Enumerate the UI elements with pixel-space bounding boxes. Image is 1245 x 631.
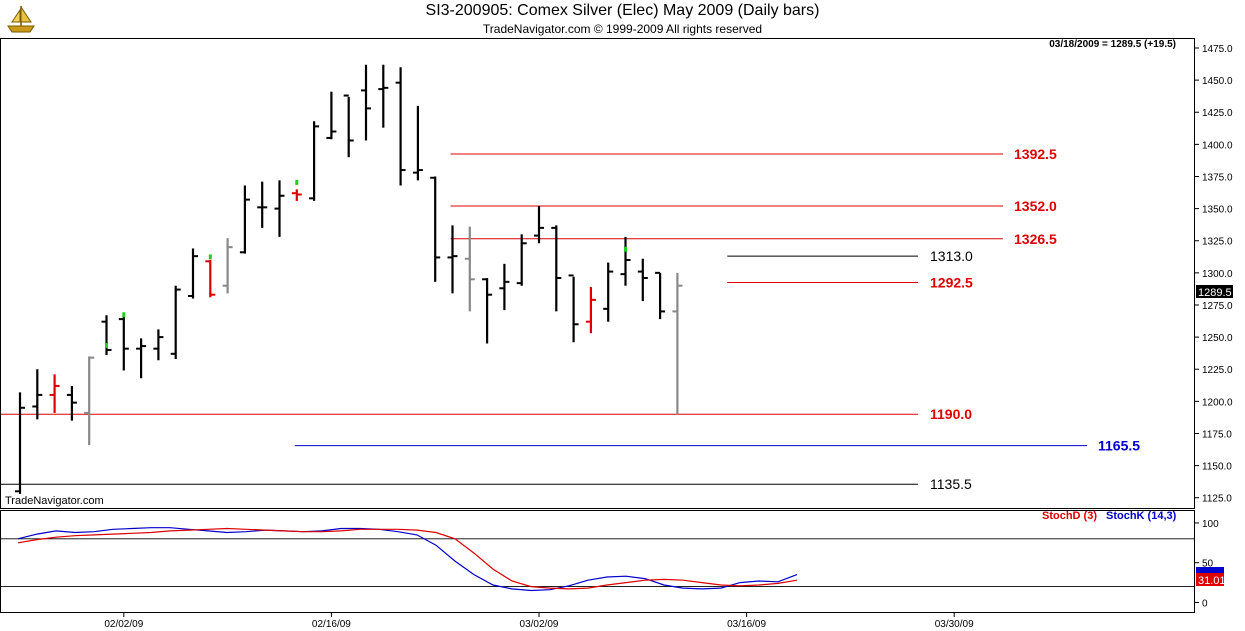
ohlc-bar — [655, 271, 666, 320]
ohlc-bar — [188, 248, 198, 299]
ohlc-bar — [136, 338, 147, 379]
ohlc-bar — [326, 91, 337, 140]
ohlc-bar — [32, 369, 43, 420]
y-tick-label: 1275.0 — [1202, 301, 1233, 312]
ohlc-bar — [239, 185, 250, 254]
y-tick-label: 1450.0 — [1202, 76, 1233, 87]
level-label: 1190.0 — [930, 406, 972, 422]
last-price-label: 1289.5 — [1196, 285, 1233, 299]
y-tick-label: 1225.0 — [1202, 365, 1233, 376]
ohlc-bar — [361, 64, 371, 141]
y-tick-label: 1250.0 — [1202, 333, 1233, 344]
ohlc-bar — [222, 238, 233, 294]
ohlc-bar — [274, 180, 285, 237]
ohlc-bar — [464, 226, 475, 312]
ohlc-bar — [534, 206, 544, 244]
x-tick-label: 03/02/09 — [520, 619, 559, 630]
ohlc-bar — [603, 262, 614, 322]
ohlc-bar — [205, 254, 216, 298]
y-tick-label: 1425.0 — [1202, 108, 1233, 119]
ohlc-bar — [412, 105, 423, 181]
info-readout: 03/18/2009 = 1289.5 (+19.5) — [1049, 39, 1176, 50]
level-label: 1392.5 — [1014, 146, 1057, 162]
level-label: 1313.0 — [930, 248, 973, 264]
y-tick-label: 1300.0 — [1202, 269, 1233, 280]
price-panel — [0, 38, 1195, 509]
stoch-k-legend: StochK (14,3) — [1106, 510, 1177, 522]
y-tick-label: 1475.0 — [1202, 44, 1233, 55]
stochastic-panel — [0, 510, 1195, 613]
y-tick-label: 1175.0 — [1202, 429, 1232, 440]
stoch-d-line — [17, 527, 798, 590]
price-chart: 1392.5 1352.0 1326.5 1313.0 1292.5 1190.0 1165… — [0, 38, 1245, 631]
ohlc-bar — [447, 225, 458, 294]
ohlc-bar — [551, 225, 562, 312]
stoch-y-tick-label: 0 — [1202, 598, 1208, 609]
stoch-y-tick-label: 50 — [1202, 559, 1214, 570]
level-label: 1326.5 — [1014, 231, 1057, 247]
x-tick-label: 03/30/09 — [935, 619, 974, 630]
watermark: TradeNavigator.com — [5, 495, 104, 507]
ohlc-bar — [343, 94, 354, 158]
ohlc-bar — [620, 236, 631, 286]
ohlc-bar — [118, 312, 129, 371]
ohlc-bar — [84, 356, 95, 446]
ohlc-bar — [585, 286, 596, 334]
ohlc-bar — [430, 176, 441, 282]
ohlc-bar — [672, 272, 683, 415]
level-label: 1292.5 — [930, 274, 973, 290]
ohlc-bar — [516, 234, 527, 286]
ohlc-bar — [49, 374, 60, 413]
ohlc-bar — [257, 181, 268, 228]
ohlc-bar — [499, 263, 510, 311]
stoch-value-text: 31.01 — [1198, 575, 1226, 587]
stoch-y-tick-label: 100 — [1202, 519, 1219, 530]
ohlc-bar — [101, 315, 112, 356]
chart-header: SI3-200905: Comex Silver (Elec) May 2009… — [0, 0, 1245, 38]
ohlc-bar — [309, 121, 320, 201]
y-tick-label: 1200.0 — [1202, 397, 1233, 408]
x-tick-label: 03/16/09 — [727, 619, 766, 630]
ohlc-bar — [637, 258, 648, 302]
y-tick-label: 1150.0 — [1202, 462, 1232, 473]
stoch-k-line — [17, 527, 798, 592]
ohlc-bar — [291, 179, 302, 201]
ohlc-bar — [482, 277, 493, 344]
y-tick-label: 1350.0 — [1202, 205, 1233, 216]
y-tick-label: 1375.0 — [1202, 172, 1233, 183]
ohlc-bar — [66, 385, 77, 421]
stoch-d-legend: StochD (3) — [1042, 510, 1097, 522]
gold-ship-logo-icon — [7, 5, 35, 33]
chart-subtitle: TradeNavigator.com © 1999-2009 All right… — [482, 22, 763, 36]
x-tick-label: 02/16/09 — [312, 619, 351, 630]
level-label: 1135.5 — [930, 476, 972, 492]
ohlc-bar — [568, 274, 579, 343]
ohlc-bar — [170, 285, 181, 359]
ohlc-bar — [378, 64, 389, 128]
last-price-text: 1289.5 — [1198, 287, 1232, 299]
level-label: 1165.5 — [1098, 438, 1140, 454]
ohlc-bar — [395, 67, 406, 186]
stoch-value-label: 31.01 — [1196, 567, 1226, 587]
y-tick-label: 1400.0 — [1202, 140, 1233, 151]
y-tick-label: 1325.0 — [1202, 237, 1233, 248]
ohlc-bar — [15, 392, 25, 494]
chart-title: SI3-200905: Comex Silver (Elec) May 2009… — [425, 2, 820, 19]
x-tick-label: 02/02/09 — [104, 619, 143, 630]
ohlc-bar — [153, 329, 164, 361]
y-tick-label: 1125.0 — [1202, 494, 1232, 505]
level-label: 1352.0 — [1014, 198, 1057, 214]
